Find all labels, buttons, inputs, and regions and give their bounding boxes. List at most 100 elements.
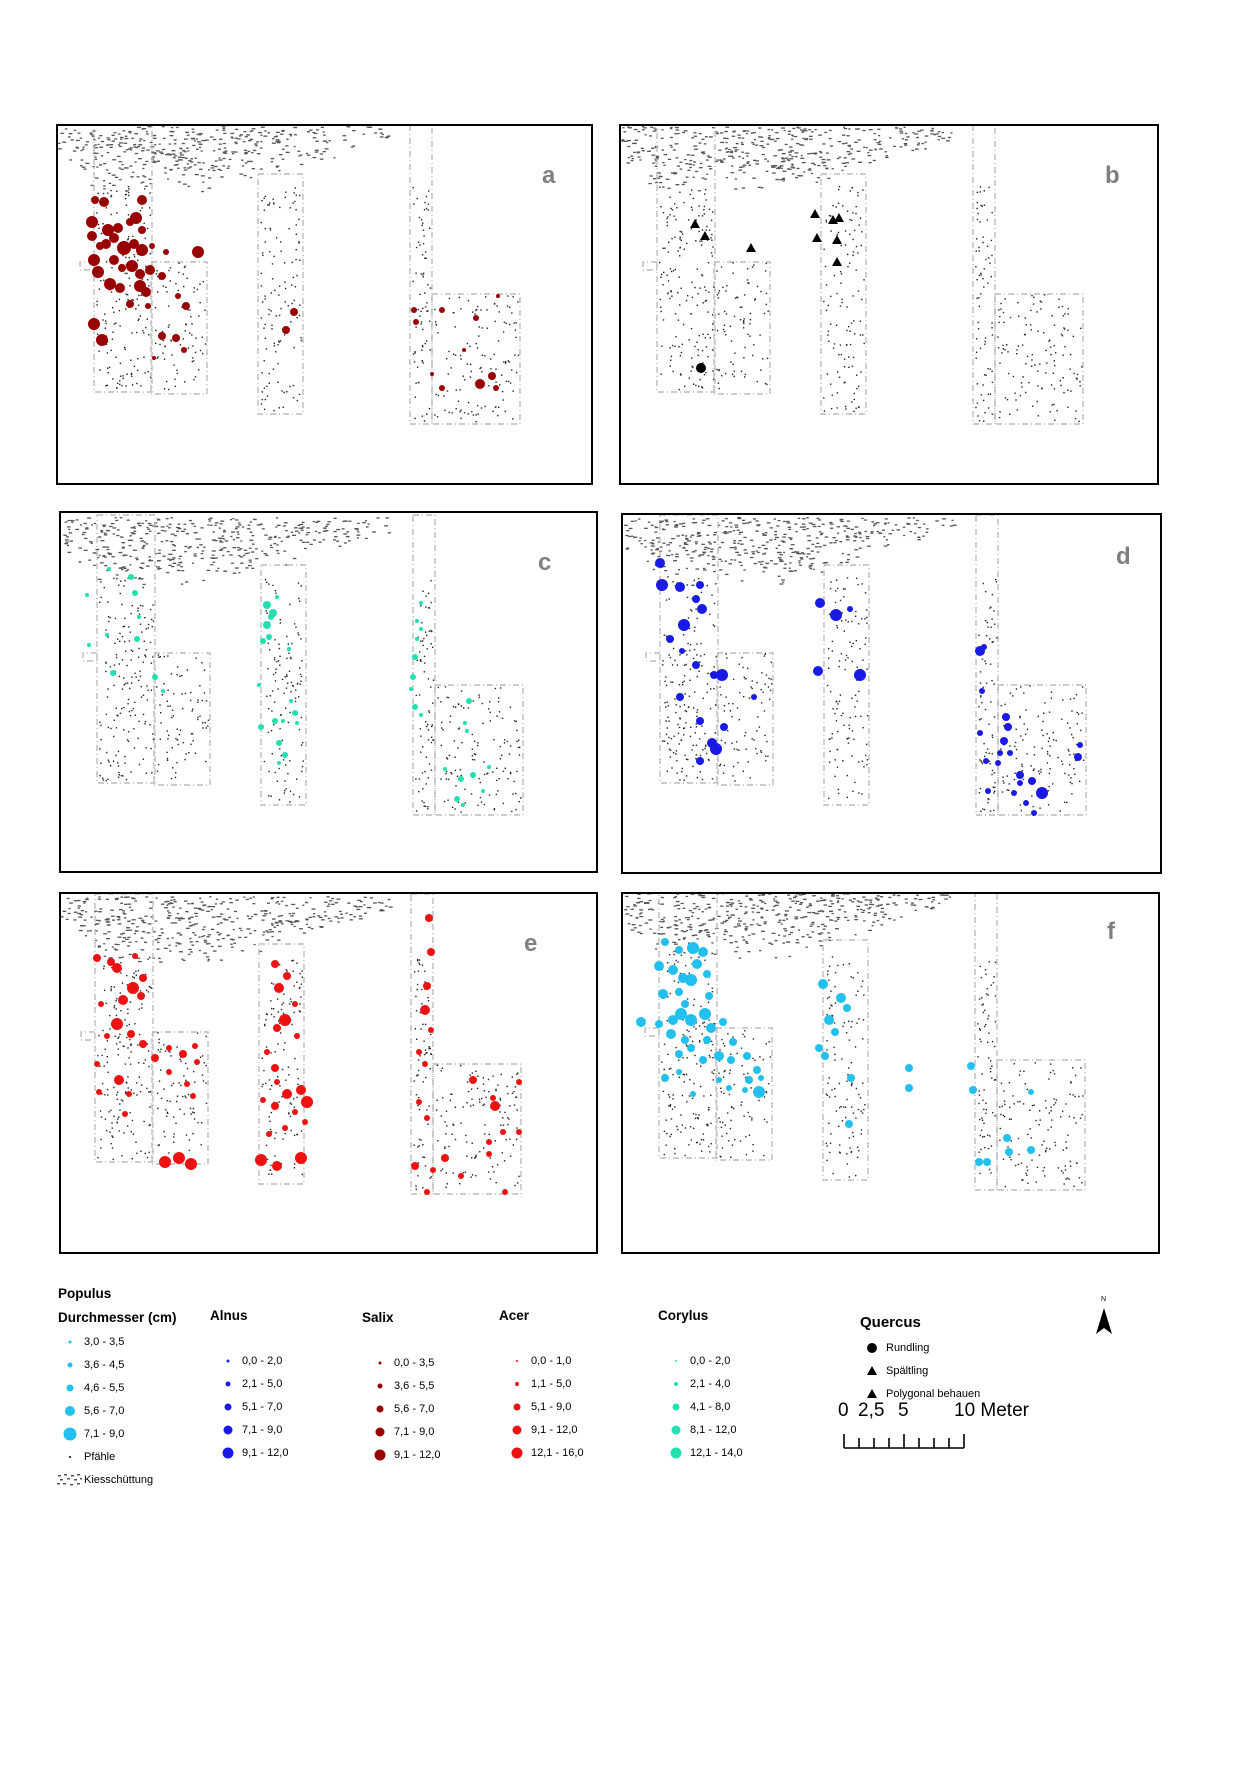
legend-populus-subtitle: Durchmesser (cm) — [58, 1310, 177, 1325]
salix-marker — [113, 223, 123, 233]
legend-alnus-class-4: 7,1 - 9,0 — [214, 1422, 282, 1438]
populus-marker — [969, 1086, 977, 1094]
populus-marker — [983, 1158, 991, 1166]
acer-marker — [126, 1091, 132, 1097]
salix-marker — [101, 239, 111, 249]
populus-marker — [831, 1028, 839, 1036]
populus-marker — [821, 1052, 829, 1060]
populus-marker — [824, 1015, 834, 1025]
corylus-marker — [289, 699, 293, 703]
legend-label: 8,1 - 12,0 — [690, 1424, 737, 1436]
alnus-marker — [1000, 737, 1008, 745]
legend-symbol — [56, 1426, 84, 1442]
legend-label: 4,6 - 5,5 — [84, 1382, 125, 1394]
north-arrow: N — [1092, 1296, 1122, 1340]
populus-marker — [815, 1044, 823, 1052]
post-dots — [99, 577, 522, 813]
corylus-marker — [134, 636, 140, 642]
populus-marker — [687, 1044, 695, 1052]
legend-populus-class-3: 4,6 - 5,5 — [56, 1380, 124, 1396]
acer-marker — [112, 963, 122, 973]
circle-icon — [858, 1340, 886, 1356]
corylus-marker — [260, 638, 266, 644]
corylus-marker — [107, 567, 111, 571]
populus-marker — [1028, 1089, 1034, 1095]
salix-marker — [145, 303, 151, 309]
populus-marker — [666, 1029, 676, 1039]
alnus-marker — [1023, 800, 1029, 806]
scale-label-2-5: 2,5 — [858, 1400, 885, 1421]
legend-quercus-rundling: Rundling — [858, 1340, 929, 1356]
legend-populus: Populus Durchmesser (cm) 3,0 - 3,5 3,6 -… — [56, 1286, 206, 1486]
alnus-marker — [692, 595, 700, 603]
legend-salix: Salix 0,0 - 3,5 3,6 - 5,5 5,6 - 7,0 7,1 … — [360, 1310, 500, 1470]
species-markers — [690, 209, 844, 373]
acer-marker — [486, 1139, 492, 1145]
corylus-marker — [415, 637, 419, 641]
scale-label-5: 5 — [898, 1400, 909, 1421]
legend-alnus-class-1: 0,0 - 2,0 — [214, 1353, 282, 1369]
alnus-marker — [697, 604, 707, 614]
gravel-area — [61, 896, 393, 963]
salix-marker — [282, 326, 290, 334]
salix-marker — [126, 260, 138, 272]
species-markers — [86, 195, 500, 391]
salix-marker — [141, 287, 151, 297]
acer-marker — [137, 992, 145, 1000]
corylus-marker — [465, 729, 469, 733]
legend-quercus-spaeltling: Spältling — [858, 1363, 928, 1379]
alnus-marker — [676, 693, 684, 701]
salix-marker — [137, 195, 147, 205]
legend-corylus: Corylus 0,0 - 2,0 2,1 - 4,0 4,1 - 8,0 8,… — [656, 1308, 796, 1468]
corylus-marker — [272, 718, 278, 724]
populus-marker — [847, 1074, 855, 1082]
alnus-marker — [813, 666, 823, 676]
post-dots — [661, 952, 1084, 1188]
alnus-marker — [1077, 742, 1083, 748]
panel-e-letter: e — [524, 930, 538, 957]
salix-marker — [473, 315, 479, 321]
alnus-marker — [1031, 810, 1037, 816]
excavation-outline — [644, 894, 1086, 1191]
acer-marker — [490, 1101, 500, 1111]
excavation-outline — [80, 894, 522, 1195]
acer-marker — [469, 1076, 477, 1084]
acer-marker — [271, 960, 279, 968]
salix-marker — [158, 332, 166, 340]
post-dots — [96, 186, 520, 423]
acer-marker — [272, 1161, 282, 1171]
legend-populus-class-4: 5,6 - 7,0 — [56, 1403, 124, 1419]
post-dots — [97, 956, 520, 1190]
corylus-marker — [161, 689, 165, 693]
legend-populus-class-5: 7,1 - 9,0 — [56, 1426, 124, 1442]
legend-label: 2,1 - 5,0 — [242, 1378, 283, 1390]
corylus-marker — [266, 634, 272, 640]
legend-quercus-title: Quercus — [860, 1314, 921, 1331]
alnus-marker — [655, 558, 665, 568]
salix-marker — [175, 293, 181, 299]
acer-marker — [151, 1054, 159, 1062]
acer-marker — [424, 1115, 430, 1121]
legend-label: 9,1 - 12,0 — [531, 1424, 578, 1436]
legend-acer: Acer 0,0 - 1,0 1,1 - 5,0 5,1 - 9,0 9,1 -… — [497, 1308, 637, 1468]
alnus-marker — [995, 760, 1001, 766]
populus-marker — [743, 1052, 751, 1060]
alnus-marker — [979, 688, 985, 694]
legend-acer-class-1: 0,0 - 1,0 — [503, 1353, 571, 1369]
gravel-icon — [56, 1472, 84, 1488]
acer-marker — [301, 1096, 313, 1108]
triangle-icon — [858, 1386, 886, 1402]
acer-marker — [424, 1189, 430, 1195]
acer-marker — [185, 1158, 197, 1170]
legend-symbol — [214, 1422, 242, 1438]
corylus-marker — [292, 710, 298, 716]
acer-marker — [274, 1079, 280, 1085]
populus-marker — [661, 938, 669, 946]
alnus-marker — [716, 669, 728, 681]
legend-label: Spältling — [886, 1365, 929, 1377]
alnus-marker — [710, 743, 722, 755]
acer-marker — [192, 1043, 198, 1049]
acer-marker — [139, 1040, 147, 1048]
corylus-marker — [110, 670, 116, 676]
alnus-marker — [696, 717, 704, 725]
